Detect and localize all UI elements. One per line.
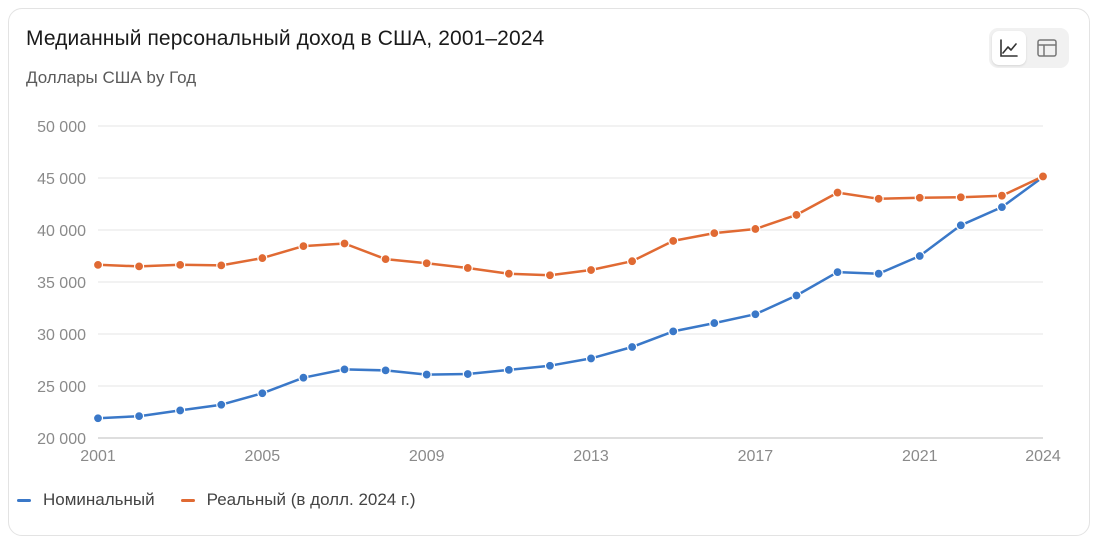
table-view-button[interactable]	[1030, 31, 1064, 65]
data-point-real[interactable]	[585, 264, 597, 276]
data-point-real[interactable]	[216, 260, 227, 271]
data-point-nominal[interactable]	[668, 326, 679, 337]
data-point-real[interactable]	[955, 192, 966, 203]
legend-label-real: Реальный (в долл. 2024 г.)	[206, 490, 416, 509]
x-tick-label: 2009	[409, 448, 445, 465]
data-point-nominal[interactable]	[216, 399, 227, 410]
y-tick-label: 35 000	[37, 275, 86, 292]
data-point-nominal[interactable]	[298, 372, 309, 383]
data-point-real[interactable]	[462, 262, 473, 274]
x-tick-label: 2001	[80, 448, 116, 465]
data-point-real[interactable]	[175, 259, 186, 270]
data-point-nominal[interactable]	[92, 413, 104, 424]
data-point-real[interactable]	[544, 270, 556, 281]
x-tick-label: 2024	[1025, 448, 1061, 465]
data-point-real[interactable]	[627, 256, 638, 267]
chart-title: Медианный персональный доход в США, 2001…	[26, 27, 545, 50]
data-point-real[interactable]	[709, 228, 720, 239]
x-tick-label: 2017	[738, 448, 774, 465]
data-point-nominal[interactable]	[996, 202, 1008, 213]
data-point-real[interactable]	[380, 254, 391, 265]
data-point-nominal[interactable]	[791, 290, 802, 301]
data-point-nominal[interactable]	[380, 365, 391, 376]
data-point-real[interactable]	[503, 268, 514, 279]
data-point-nominal[interactable]	[503, 364, 514, 375]
data-point-nominal[interactable]	[627, 341, 638, 353]
data-point-real[interactable]	[92, 259, 104, 270]
data-point-real[interactable]	[133, 261, 145, 272]
data-point-nominal[interactable]	[339, 364, 350, 375]
data-point-real[interactable]	[873, 193, 884, 204]
legend-swatch-real	[180, 498, 195, 502]
data-point-nominal[interactable]	[462, 368, 473, 380]
data-point-real[interactable]	[339, 238, 350, 249]
data-point-nominal[interactable]	[257, 388, 268, 399]
data-point-real[interactable]	[996, 190, 1008, 201]
data-point-nominal[interactable]	[955, 220, 966, 231]
data-point-real[interactable]	[914, 192, 925, 203]
data-point-nominal[interactable]	[133, 411, 145, 422]
x-tick-label: 2013	[573, 448, 609, 465]
legend-label-nominal: Номинальный	[43, 490, 155, 509]
line-chart-view-button[interactable]	[992, 31, 1026, 65]
data-point-real[interactable]	[791, 209, 802, 221]
line-chart-icon	[1000, 39, 1018, 57]
series-line-nominal	[96, 175, 1045, 420]
x-tick-label: 2005	[245, 448, 281, 465]
data-point-real[interactable]	[832, 187, 843, 198]
y-tick-label: 20 000	[37, 431, 86, 448]
chart-legend: Номинальный Реальный (в долл. 2024 г.)	[17, 490, 416, 510]
legend-swatch-nominal	[17, 498, 31, 502]
legend-item-real: Реальный (в долл. 2024 г.)	[180, 490, 416, 510]
chart-card: Медианный персональный доход в США, 2001…	[8, 8, 1090, 536]
data-point-real[interactable]	[421, 258, 432, 269]
view-toggle	[989, 28, 1069, 68]
y-tick-label: 25 000	[37, 379, 86, 396]
data-point-real[interactable]	[1037, 171, 1049, 182]
data-point-real[interactable]	[257, 252, 268, 264]
data-point-nominal[interactable]	[832, 267, 843, 278]
x-tick-label: 2021	[902, 448, 938, 465]
data-point-real[interactable]	[750, 223, 761, 235]
data-point-nominal[interactable]	[544, 360, 556, 371]
data-point-nominal[interactable]	[585, 353, 597, 364]
y-tick-label: 45 000	[37, 171, 86, 188]
y-tick-label: 50 000	[37, 119, 86, 136]
legend-item-nominal: Номинальный	[17, 490, 155, 510]
data-point-nominal[interactable]	[750, 309, 761, 320]
data-point-nominal[interactable]	[914, 250, 925, 262]
data-point-nominal[interactable]	[175, 405, 186, 416]
series-line-real	[96, 175, 1045, 277]
table-icon	[1037, 39, 1057, 57]
chart-subtitle: Доллары США by Год	[26, 68, 197, 87]
data-point-nominal[interactable]	[709, 317, 720, 329]
data-point-nominal[interactable]	[873, 268, 884, 279]
data-point-real[interactable]	[298, 241, 309, 252]
y-tick-label: 40 000	[37, 223, 86, 240]
y-tick-label: 30 000	[37, 327, 86, 344]
data-point-real[interactable]	[668, 235, 679, 247]
data-point-nominal[interactable]	[421, 369, 432, 380]
